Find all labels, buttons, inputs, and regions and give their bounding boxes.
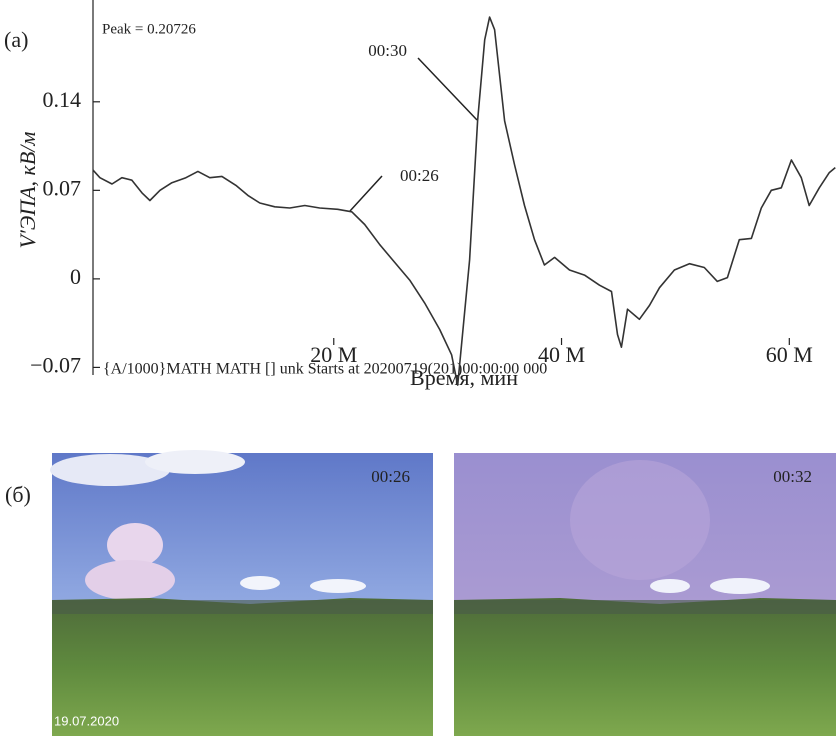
footer-text: {A/1000}MATH MATH [] unk Starts at 20200… xyxy=(103,361,547,378)
x-tick-label: 60 M xyxy=(766,342,813,367)
panel-label: (a) xyxy=(4,27,28,52)
y-axis-label: V′ЭПА, кВ/м xyxy=(15,132,40,249)
annotation: 00:26 xyxy=(400,166,439,185)
y-tick-label: 0.07 xyxy=(43,175,82,200)
photo-time: 00:26 xyxy=(371,467,410,486)
photo-1 xyxy=(50,450,433,736)
y-tick-label: 0.14 xyxy=(43,87,82,112)
x-tick-label: 20 M xyxy=(310,342,357,367)
y-tick-label: −0.07 xyxy=(30,352,81,377)
annotation: 00:30 xyxy=(368,41,407,60)
y-tick-label: 0 xyxy=(70,264,81,289)
photo-date: 19.07.2020 xyxy=(54,713,119,728)
photo-time: 00:32 xyxy=(773,467,812,486)
photo-2 xyxy=(454,453,836,736)
annotation-arrow xyxy=(417,57,478,121)
x-axis-label: Время, мин xyxy=(410,365,518,390)
annotation-arrow xyxy=(349,175,383,212)
panel-label: (б) xyxy=(5,482,31,507)
x-tick-label: 40 M xyxy=(538,342,585,367)
data-line xyxy=(92,16,836,386)
peak-label: Peak = 0.20726 xyxy=(102,21,196,37)
